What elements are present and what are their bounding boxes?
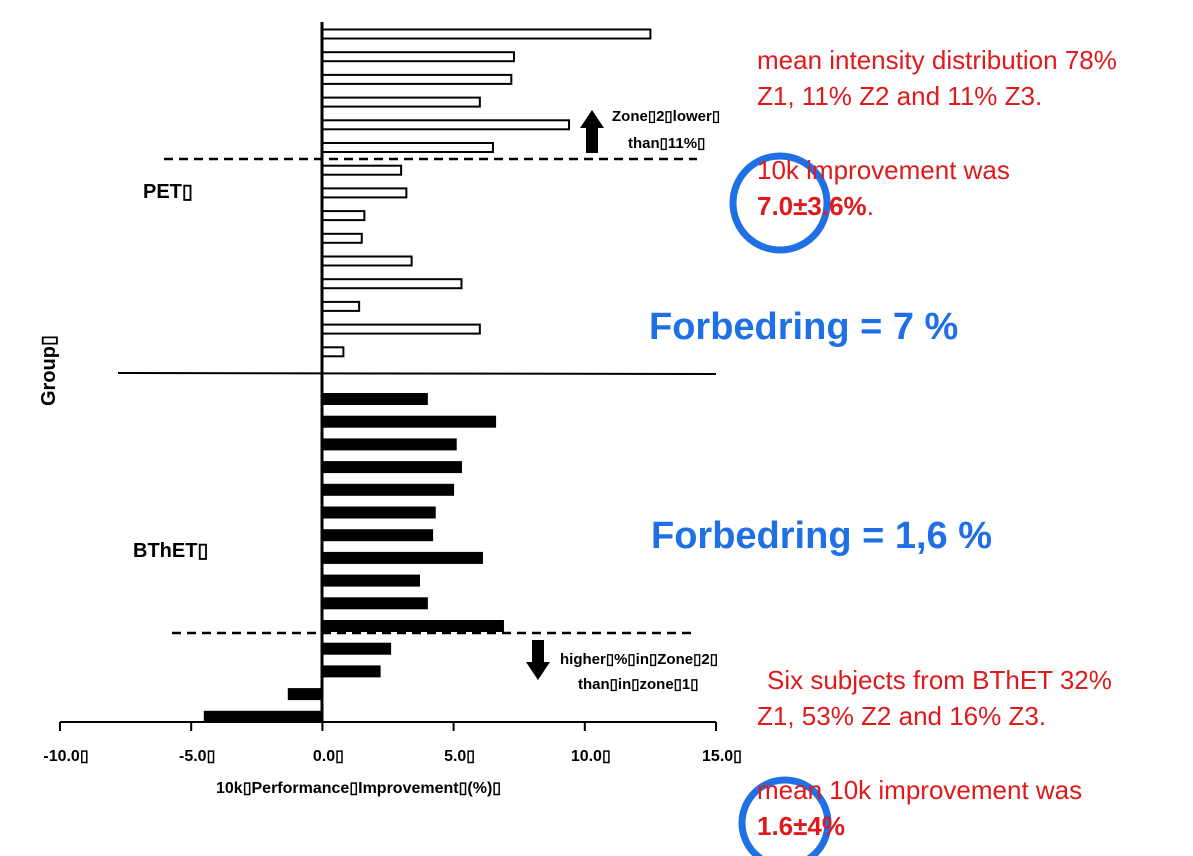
bar-pet-10 bbox=[321, 232, 363, 244]
y-axis-label: Group▯ bbox=[38, 335, 60, 406]
x-tick-label-3: 0.0▯ bbox=[313, 748, 344, 765]
bthet-note-line2: Z1, 53% Z2 and 16% Z3. bbox=[757, 701, 1047, 731]
pet-note: mean intensity distribution 78% Z1, 11% … bbox=[757, 42, 1117, 114]
pet-note-value: 7.0±3.6% bbox=[757, 191, 867, 221]
x-tick-label-4: 5.0▯ bbox=[444, 748, 475, 765]
pet-improvement-note: 10k improvement was 7.0±3.6%. bbox=[757, 152, 1010, 224]
bar-bthet-12 bbox=[321, 642, 392, 655]
bar-bthet-10 bbox=[321, 597, 428, 610]
bthet-improvement-note: mean 10k improvement was 1.6±4% bbox=[757, 772, 1082, 844]
bthet-note-value: 1.6±4% bbox=[757, 811, 845, 841]
bthet-note-line1: Six subjects from BThET 32% bbox=[767, 665, 1112, 695]
bar-pet-11 bbox=[321, 255, 413, 267]
bar-bthet-13 bbox=[321, 665, 381, 678]
highlight-circle-top bbox=[729, 152, 831, 254]
bar-bthet-7 bbox=[321, 529, 434, 542]
bar-pet-2 bbox=[321, 51, 515, 63]
bar-bthet-6 bbox=[321, 506, 436, 519]
bar-pet-3 bbox=[321, 73, 513, 85]
bar-bthet-11 bbox=[321, 620, 504, 632]
group-label-pet: PET▯ bbox=[143, 181, 193, 203]
x-tick-label-6: 15.0▯ bbox=[702, 748, 742, 765]
x-tick-label-5: 10.0▯ bbox=[571, 748, 611, 765]
group-separator-line bbox=[117, 372, 717, 375]
bars-group bbox=[203, 28, 652, 723]
bar-pet-6 bbox=[321, 142, 494, 153]
bar-bthet-15 bbox=[203, 710, 323, 723]
bthet-note-line3: mean 10k improvement was bbox=[757, 775, 1083, 805]
pet-note-line2: Z1, 11% Z2 and 11% Z3. bbox=[757, 81, 1043, 111]
bar-bthet-9 bbox=[321, 574, 420, 587]
upper-annotation-line2: than▯11%▯ bbox=[628, 135, 705, 152]
bar-pet-4 bbox=[321, 96, 481, 108]
x-axis-label: 10k▯Performance▯Improvement▯(%)▯ bbox=[216, 780, 501, 797]
x-tick-label-1: -10.0▯ bbox=[43, 748, 88, 765]
x-ticks-group: -10.0▯ -5.0▯ 0.0▯ 5.0▯ 10.0▯ 15.0▯ bbox=[43, 722, 742, 765]
bar-pet-15 bbox=[321, 346, 345, 358]
pet-note-suffix: . bbox=[866, 191, 874, 221]
pet-note-line3: 10k improvement was bbox=[757, 155, 1010, 185]
bar-bthet-4 bbox=[321, 461, 462, 474]
bar-pet-9 bbox=[321, 210, 366, 222]
bar-pet-14 bbox=[321, 323, 481, 335]
bar-bthet-1 bbox=[321, 393, 428, 405]
upper-annotation-line1: Zone▯2▯lower▯ bbox=[612, 108, 720, 125]
bthet-note: Six subjects from BThET 32% Z1, 53% Z2 a… bbox=[757, 662, 1112, 734]
down-arrow-icon bbox=[526, 640, 550, 680]
bar-bthet-2 bbox=[321, 415, 497, 428]
lower-annotation-line2: than▯in▯zone▯1▯ bbox=[578, 676, 699, 693]
bar-bthet-5 bbox=[321, 483, 455, 496]
lower-annotation-line1: higher▯%▯in▯Zone▯2▯ bbox=[560, 651, 718, 668]
bar-pet-12 bbox=[321, 278, 463, 290]
bar-pet-7 bbox=[321, 164, 403, 176]
pet-summary: Forbedring = 7 % bbox=[649, 306, 959, 348]
x-tick-label-2: -5.0▯ bbox=[179, 748, 215, 765]
bar-pet-5 bbox=[321, 119, 571, 131]
bar-pet-1 bbox=[321, 28, 652, 40]
group-label-bthet: BThET▯ bbox=[133, 540, 208, 562]
bar-bthet-14 bbox=[287, 688, 323, 701]
bthet-summary: Forbedring = 1,6 % bbox=[651, 515, 993, 557]
pet-note-line1: mean intensity distribution 78% bbox=[757, 45, 1117, 75]
up-arrow-icon bbox=[580, 110, 604, 153]
bar-pet-13 bbox=[321, 300, 361, 312]
bar-pet-8 bbox=[321, 187, 408, 199]
bar-bthet-8 bbox=[321, 551, 483, 564]
highlight-circle-bottom bbox=[738, 776, 832, 856]
bar-bthet-3 bbox=[321, 438, 457, 451]
